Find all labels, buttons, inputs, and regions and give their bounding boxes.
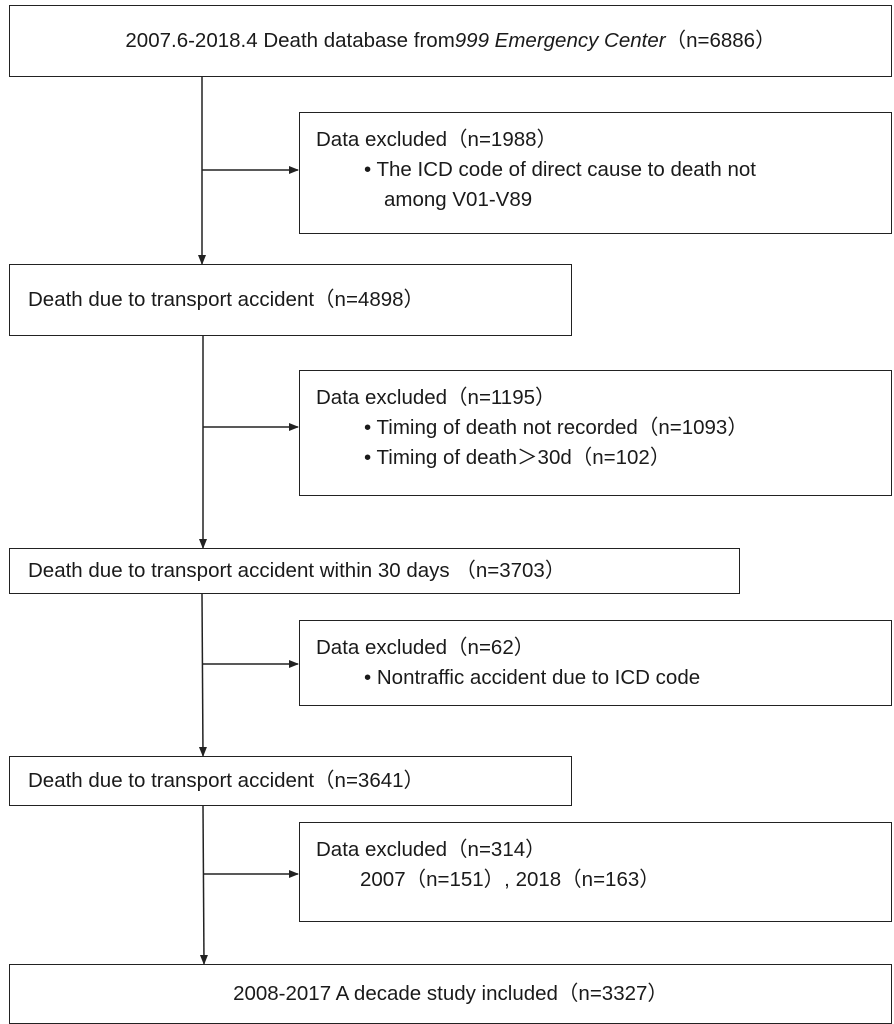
excluded-box-2: Data excluded（n=1195） • Timing of death … — [299, 370, 892, 496]
box-transport-death-3641: Death due to transport accident（n=3641） — [9, 756, 572, 806]
arrow-box4-to-box5 — [199, 805, 208, 965]
excluded-box-2-line2: • Timing of death＞30d（n=102） — [364, 446, 671, 469]
box-transport-death-3641-label: Death due to transport accident（n=3641） — [28, 769, 425, 792]
box-transport-death-4898-label: Death due to transport accident（n=4898） — [28, 288, 425, 311]
box-decade-study-included-label: 2008-2017 A decade study included（n=3327… — [233, 982, 668, 1005]
excluded-box-3-title: Data excluded（n=62） — [316, 636, 535, 659]
excluded-box-3: Data excluded（n=62） • Nontraffic acciden… — [299, 620, 892, 706]
box-death-database-post: （n=6886） — [665, 29, 776, 52]
box-transport-death-30days: Death due to transport accident within 3… — [9, 548, 740, 594]
box-transport-death-30days-label: Death due to transport accident within 3… — [28, 559, 566, 582]
box-decade-study-included: 2008-2017 A decade study included（n=3327… — [9, 964, 892, 1024]
excluded-box-4-title: Data excluded（n=314） — [316, 838, 546, 861]
box-death-database-pre: 2007.6-2018.4 Death database from — [125, 29, 455, 52]
excluded-box-4-line1: 2007（n=151）, 2018（n=163） — [360, 868, 660, 891]
arrow-box3-to-box4 — [198, 593, 207, 757]
excluded-box-4: Data excluded（n=314） 2007（n=151）, 2018（n… — [299, 822, 892, 922]
excluded-box-1-title: Data excluded（n=1988） — [316, 128, 558, 151]
box-transport-death-4898: Death due to transport accident（n=4898） — [9, 264, 572, 336]
excluded-box-1-line1: • The ICD code of direct cause to death … — [364, 158, 756, 181]
box-death-database-center: 999 Emergency Center — [454, 29, 666, 52]
excluded-box-1-line2: among V01-V89 — [384, 188, 533, 211]
excluded-box-2-line1: • Timing of death not recorded（n=1093） — [364, 416, 748, 439]
excluded-box-1: Data excluded（n=1988） • The ICD code of … — [299, 112, 892, 234]
excluded-box-3-line1: • Nontraffic accident due to ICD code — [364, 666, 701, 689]
box-death-database: 2007.6-2018.4 Death database from 999 Em… — [9, 5, 892, 77]
excluded-box-2-title: Data excluded（n=1195） — [316, 386, 556, 409]
